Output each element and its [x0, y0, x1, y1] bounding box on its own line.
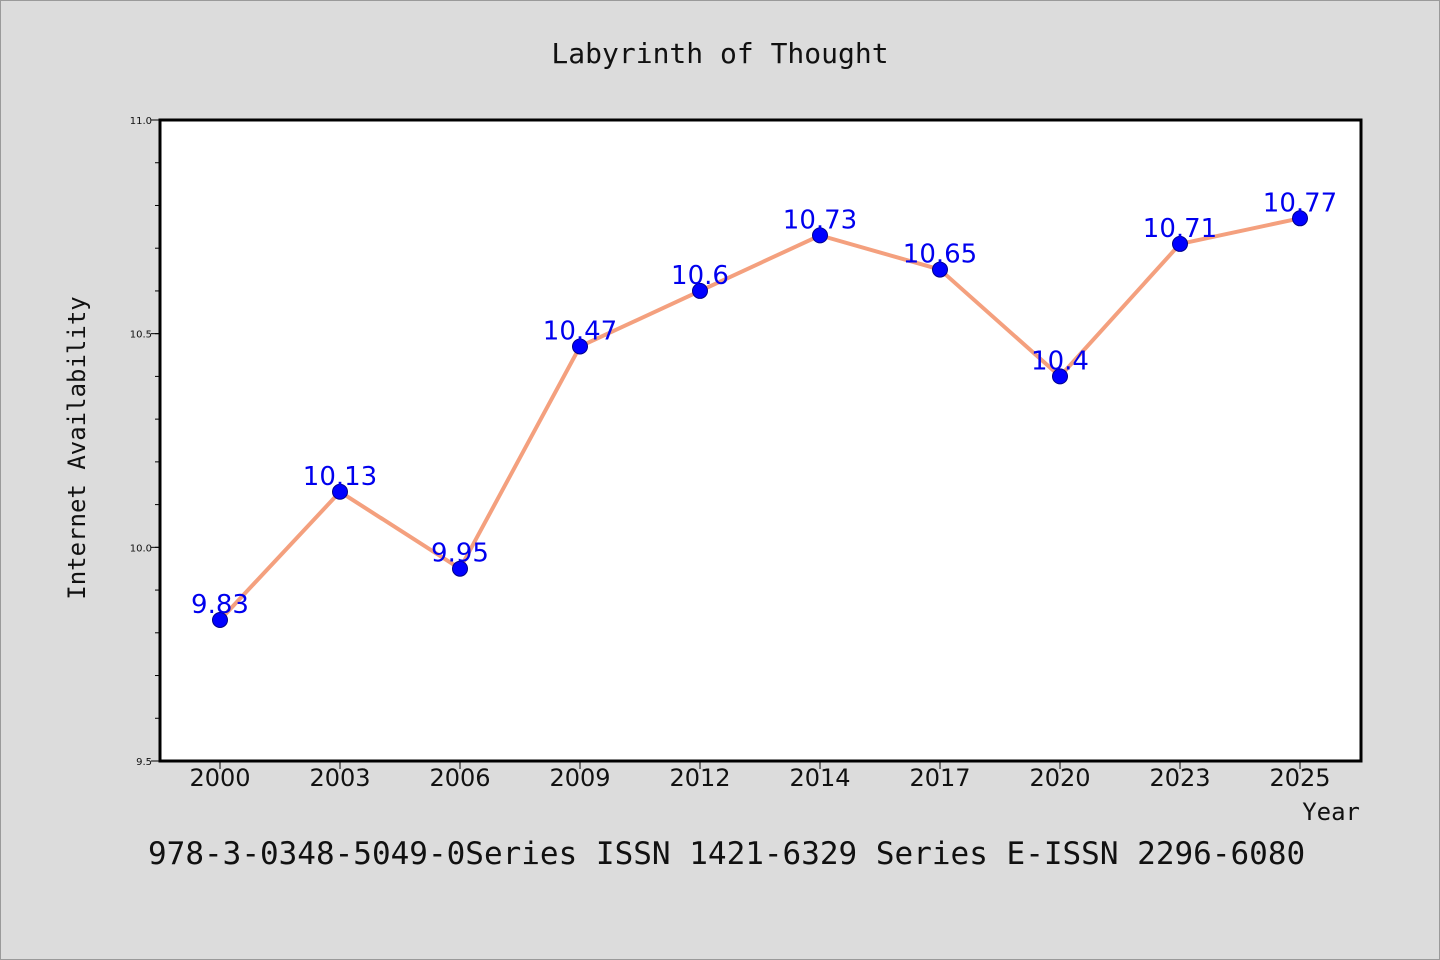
x-axis-title: Year — [1302, 798, 1360, 826]
data-point — [1172, 235, 1188, 252]
data-label: 10.13 — [303, 462, 377, 492]
data-point — [452, 560, 468, 577]
data-label: 10.4 — [1031, 346, 1089, 376]
data-point — [212, 611, 228, 628]
data-label: 9.83 — [191, 590, 249, 620]
x-tick-label: 2012 — [669, 764, 730, 792]
data-point — [812, 227, 828, 244]
y-axis: 9.5 10.0 10.5 11.0 — [130, 116, 160, 768]
plot-area — [160, 120, 1361, 761]
x-tick-label: 2017 — [909, 764, 970, 792]
data-point — [572, 338, 588, 355]
x-tick-label: 2025 — [1269, 764, 1330, 792]
y-tick-label: 10.5 — [130, 330, 152, 341]
data-point — [932, 261, 948, 278]
x-tick-label: 2009 — [549, 764, 610, 792]
data-label: 10.65 — [903, 240, 977, 270]
footer-identifiers: 978-3-0348-5049-0Series ISSN 1421-6329 S… — [148, 836, 1305, 872]
x-tick-label: 2003 — [309, 764, 370, 792]
y-axis-title: Internet Availability — [63, 296, 91, 599]
data-label: 10.6 — [671, 261, 729, 291]
data-point — [332, 483, 348, 500]
data-label: 10.47 — [543, 316, 617, 346]
y-tick-label: 10.0 — [130, 543, 152, 554]
data-label: 10.73 — [783, 205, 857, 235]
data-point — [692, 282, 708, 299]
chart-title: Labyrinth of Thought — [551, 37, 888, 70]
data-label: 10.77 — [1263, 188, 1337, 218]
x-tick-label: 2020 — [1029, 764, 1090, 792]
data-label: 10.71 — [1143, 214, 1217, 244]
y-tick-label: 9.5 — [136, 757, 152, 768]
x-tick-label: 2006 — [429, 764, 490, 792]
x-tick-label: 2000 — [189, 764, 250, 792]
data-point — [1052, 368, 1068, 385]
x-tick-label: 2014 — [789, 764, 850, 792]
data-label: 9.95 — [431, 539, 489, 569]
y-tick-label: 11.0 — [130, 116, 152, 127]
data-point — [1292, 210, 1308, 227]
plot-frame — [158, 118, 1363, 763]
series-line — [218, 216, 1302, 622]
x-tick-label: 2023 — [1149, 764, 1210, 792]
data-labels: 9.83 10.13 9.95 10.47 10.6 10.73 10.65 10.4 10.7… — [191, 188, 1337, 620]
x-axis: 2000 2003 2006 2009 2012 2014 2017 2020 2023 2025 — [189, 761, 1331, 792]
series-markers — [212, 210, 1308, 628]
